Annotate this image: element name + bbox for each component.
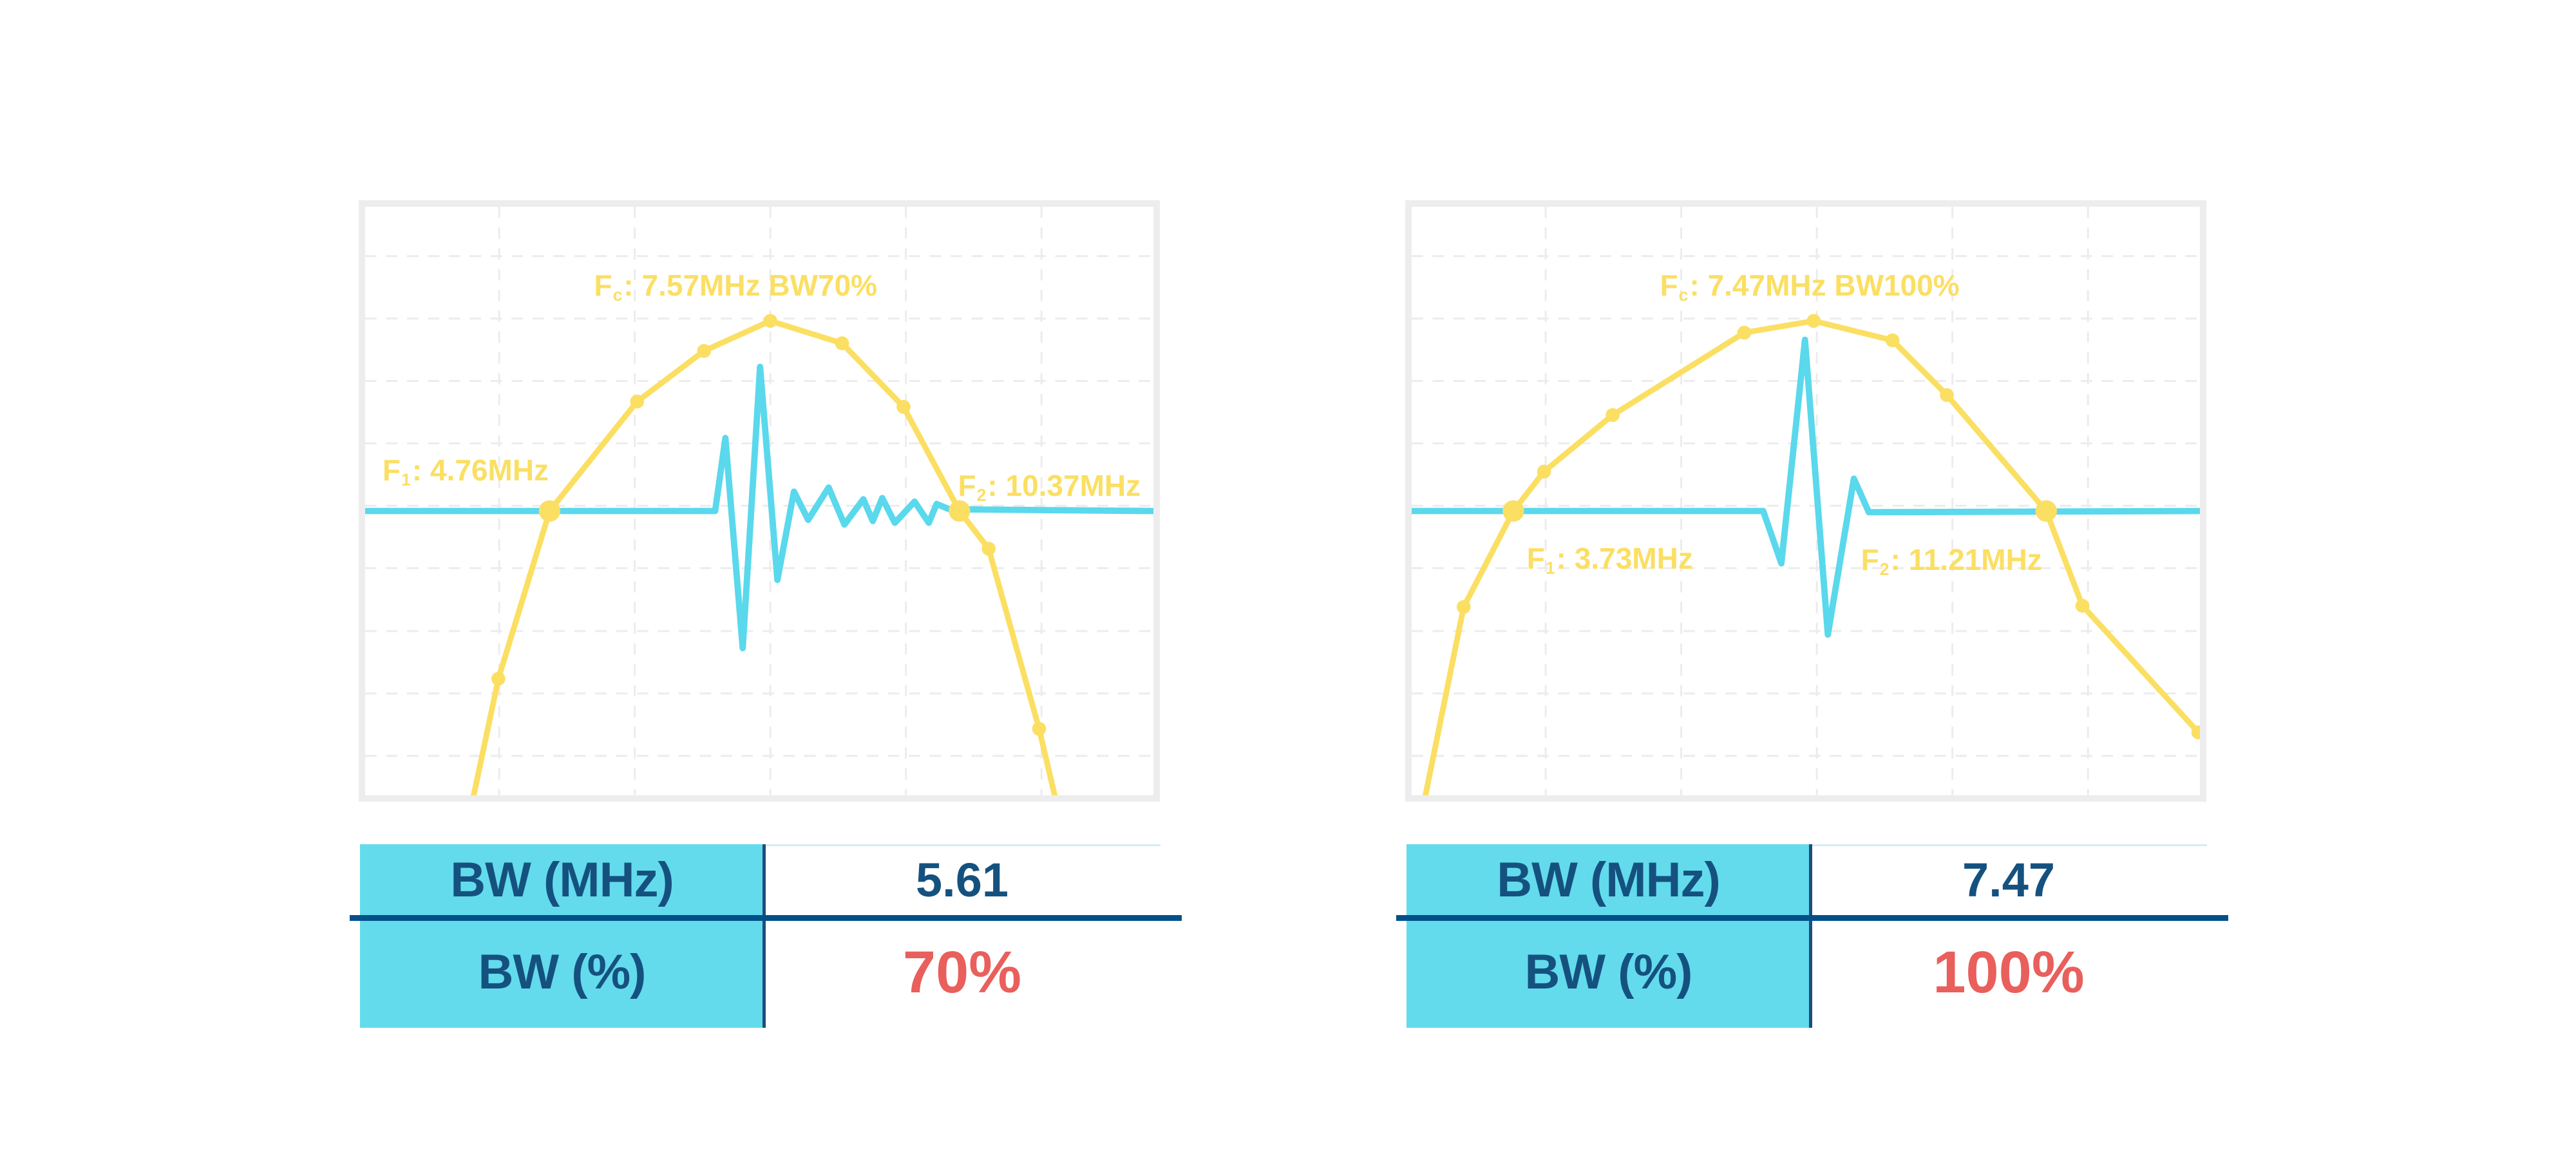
fc-annotation: Fc: 7.47MHz BW100% <box>1660 268 1960 303</box>
bw-mhz-label: BW (MHz) <box>1497 853 1721 907</box>
table-column-divider <box>762 844 766 1028</box>
f2-symbol: F <box>1861 543 1879 577</box>
bw-pct-label: BW (%) <box>478 944 647 999</box>
bw-mhz-value: 7.47 <box>1962 853 2056 907</box>
table-column-divider <box>1809 844 1812 1028</box>
fc-subscript: c <box>1678 285 1689 305</box>
bw-table-bw100: BW (MHz) 7.47 BW (%) 100% <box>1396 844 2228 1028</box>
fc-symbol: F <box>1660 268 1678 302</box>
f2-subscript: 2 <box>1879 560 1889 580</box>
f1-subscript: 1 <box>1545 558 1555 578</box>
pulse-spectrum-panel-bw70: Fc: 7.57MHz BW70% F1: 4.76MHz F2: 10.37M… <box>359 200 1160 802</box>
bw-table-bw70: BW (MHz) 5.61 BW (%) 70% <box>350 844 1182 1028</box>
bw-mhz-header-cell: BW (MHz) <box>1406 844 1810 916</box>
bw-mhz-header-cell: BW (MHz) <box>360 844 764 916</box>
fc-value: : 7.57MHz BW70% <box>623 268 878 302</box>
bw-pct-value: 70% <box>902 939 1022 1005</box>
table-row-divider <box>350 915 1182 921</box>
table-top-rule <box>764 844 1160 846</box>
f1-annotation: F1: 3.73MHz <box>1526 541 1693 576</box>
f1-value: : 3.73MHz <box>1556 541 1693 575</box>
spectrum-pulse-chart-bw100 <box>1412 207 2200 795</box>
bw-mhz-value: 5.61 <box>915 853 1009 907</box>
f2-value: : 10.37MHz <box>987 469 1141 503</box>
fc-subscript: c <box>612 285 623 305</box>
f2-annotation: F2: 11.21MHz <box>1861 543 2042 578</box>
spectrum-pulse-chart-bw70 <box>365 207 1153 795</box>
table-top-rule <box>1810 844 2207 846</box>
table-row-divider <box>1396 915 2228 921</box>
bw-mhz-value-cell: 5.61 <box>764 844 1160 916</box>
bw-mhz-value-cell: 7.47 <box>1810 844 2207 916</box>
bw-pct-value: 100% <box>1933 939 2085 1005</box>
bw-pct-label: BW (%) <box>1524 944 1693 999</box>
fc-symbol: F <box>594 268 612 302</box>
bw-pct-header-cell: BW (%) <box>1406 916 1810 1028</box>
f2-value: : 11.21MHz <box>1890 543 2042 577</box>
f2-symbol: F <box>958 469 976 503</box>
f2-annotation: F2: 10.37MHz <box>958 469 1141 504</box>
bw-mhz-label: BW (MHz) <box>450 853 674 907</box>
f1-subscript: 1 <box>401 469 411 489</box>
fc-value: : 7.47MHz BW100% <box>1689 268 1960 302</box>
bw-pct-value-cell: 100% <box>1810 916 2207 1028</box>
bw-pct-value-cell: 70% <box>764 916 1160 1028</box>
f1-value: : 4.76MHz <box>412 453 549 487</box>
f1-symbol: F <box>1526 541 1545 575</box>
bw-pct-header-cell: BW (%) <box>360 916 764 1028</box>
fc-annotation: Fc: 7.57MHz BW70% <box>594 268 878 303</box>
f1-annotation: F1: 4.76MHz <box>382 453 549 488</box>
f1-symbol: F <box>382 453 401 487</box>
pulse-spectrum-panel-bw100: Fc: 7.47MHz BW100% F1: 3.73MHz F2: 11.21… <box>1405 200 2206 802</box>
f2-subscript: 2 <box>976 486 987 506</box>
